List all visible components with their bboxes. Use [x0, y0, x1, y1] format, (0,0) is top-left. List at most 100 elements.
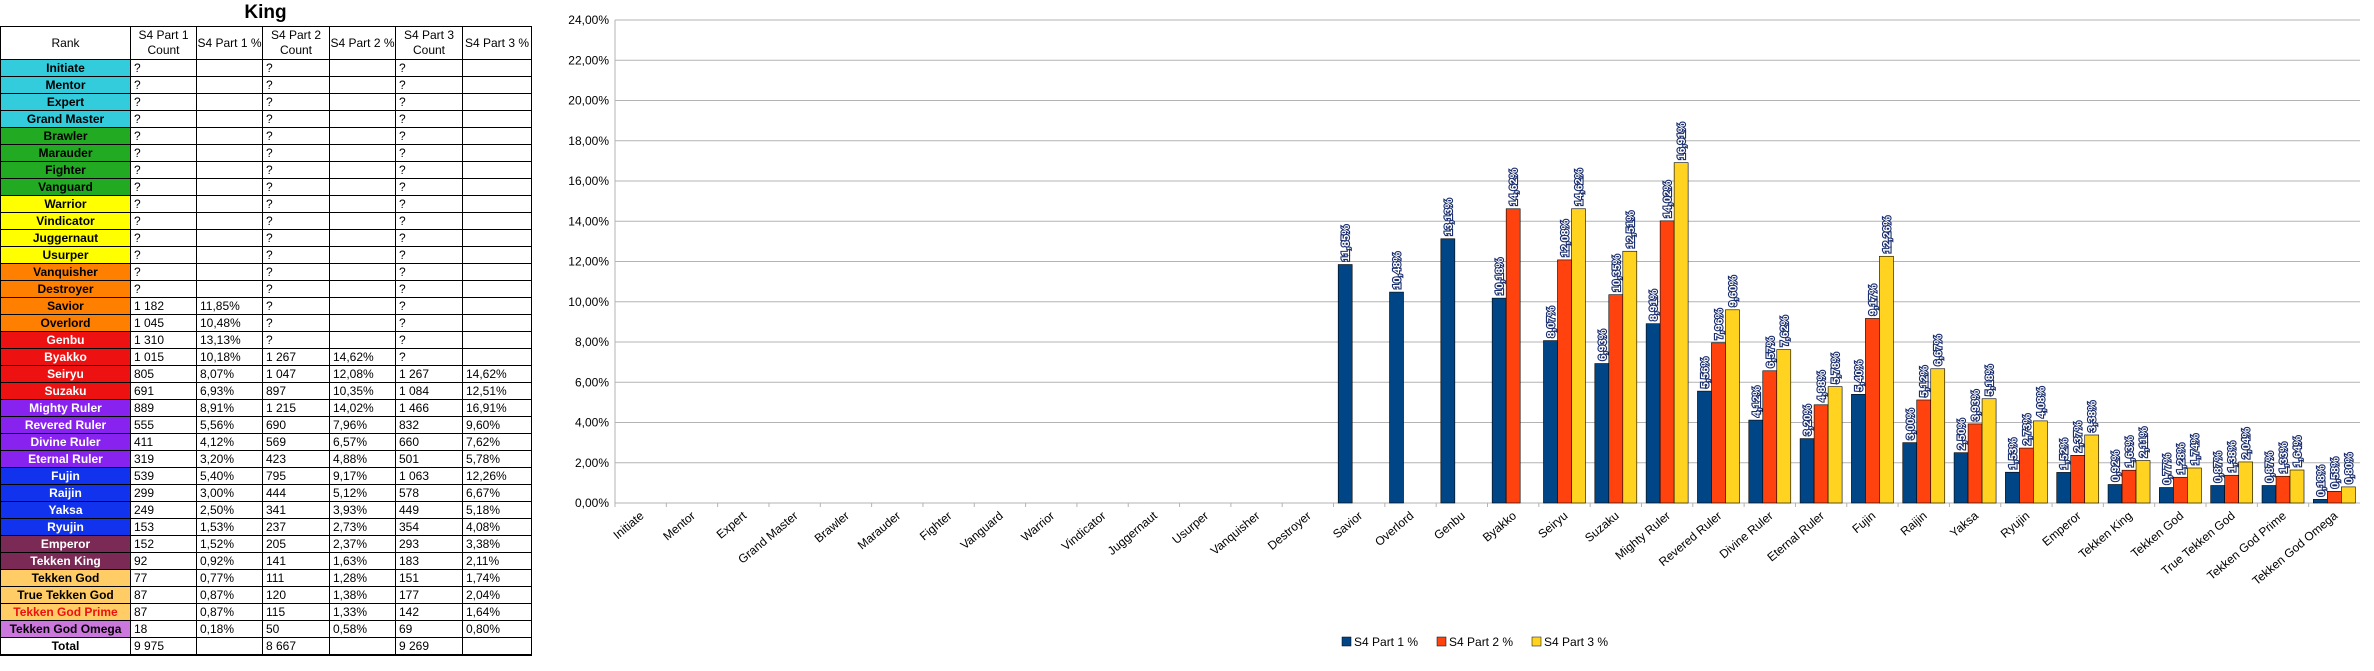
data-label: 12,08%	[1559, 219, 1571, 257]
y-tick-label: 0,00%	[575, 496, 609, 510]
bar	[1557, 259, 1572, 504]
p3-pct-cell	[462, 161, 532, 179]
x-tick-label: Emperor	[2039, 509, 2083, 549]
p1-count-cell: 1 310	[130, 331, 197, 349]
p2-count-cell: 690	[262, 416, 330, 434]
p3-count-cell: ?	[395, 331, 463, 349]
y-tick-label: 18,00%	[568, 134, 609, 148]
x-tick-label: Tekken God Omega	[2250, 508, 2341, 588]
bar	[2033, 420, 2048, 504]
header-rank: Rank	[0, 26, 131, 60]
table-row: Usurper???	[0, 246, 532, 264]
table-row: Raijin 299 3,00% 444 5,12% 578 6,67%	[0, 484, 532, 502]
p2-pct-cell	[329, 110, 396, 128]
p3-count-cell: 1 063	[395, 467, 463, 485]
table-row: True Tekken God 87 0,87% 120 1,38% 177 2,04%	[0, 586, 532, 604]
rank-cell: Tekken God Omega	[0, 620, 131, 638]
table-row: Genbu 1 310 13,13%??	[0, 331, 532, 349]
data-label: 13,13%	[1443, 198, 1455, 236]
table-total-row: Total 9 975 8 667 9 269	[0, 637, 532, 656]
bar	[1673, 162, 1689, 504]
y-tick-label: 10,00%	[568, 295, 609, 309]
p2-count-cell: ?	[262, 161, 330, 179]
p2-pct-cell	[329, 263, 396, 281]
table-row: Expert???	[0, 93, 532, 111]
p2-count-cell: 141	[262, 552, 330, 570]
table-row: Warrior???	[0, 195, 532, 213]
rank-cell: True Tekken God	[0, 586, 131, 604]
p1-count-cell: 87	[130, 586, 197, 604]
header-p2-pct: S4 Part 2 %	[329, 26, 396, 60]
data-label: 5,78%	[1830, 352, 1842, 383]
x-tick-label: Usurper	[1169, 509, 1211, 547]
header-p3-pct: S4 Part 3 %	[462, 26, 532, 60]
p1-count-cell: ?	[130, 93, 197, 111]
p2-count-cell: 115	[262, 603, 330, 621]
p3-count-cell: ?	[395, 348, 463, 366]
data-label: 0,92%	[2110, 450, 2122, 481]
p2-count-cell: ?	[262, 110, 330, 128]
p2-count-cell: ?	[262, 195, 330, 213]
p1-pct-cell: 0,87%	[196, 603, 263, 621]
x-tick-label: Byakko	[1480, 508, 1519, 544]
table-row: Overlord 1 045 10,48%??	[0, 314, 532, 332]
p1-count-cell: ?	[130, 212, 197, 230]
rank-distribution-chart: 0,00% 2,00% 4,00% 6,00% 8,00% 10,00% 12,00% 14,…	[555, 0, 2374, 666]
x-tick-label: Vanguard	[958, 509, 1006, 553]
p3-count-cell: ?	[395, 144, 463, 162]
p1-pct-cell: 3,00%	[196, 484, 263, 502]
p3-count-cell: ?	[395, 127, 463, 145]
p3-pct-cell: 5,18%	[462, 501, 532, 519]
p2-pct-cell	[329, 144, 396, 162]
p3-pct-cell	[462, 76, 532, 94]
p3-count-cell: 69	[395, 620, 463, 638]
p2-pct-cell: 1,28%	[329, 569, 396, 587]
p1-pct-cell: 13,13%	[196, 331, 263, 349]
p1-pct-cell	[196, 280, 263, 298]
bar	[1813, 404, 1829, 504]
p3-count-cell: ?	[395, 76, 463, 94]
p3-pct-cell	[462, 144, 532, 162]
total-p3-count: 9 269	[395, 637, 463, 656]
table-row: Mentor???	[0, 76, 532, 94]
p2-count-cell: ?	[262, 212, 330, 230]
p2-pct-cell	[329, 280, 396, 298]
p1-count-cell: ?	[130, 127, 197, 145]
data-label: 0,58%	[2329, 457, 2341, 488]
p2-pct-cell	[329, 246, 396, 264]
x-tick-label: Tekken King	[2076, 509, 2135, 562]
p1-pct-cell	[196, 110, 263, 128]
bar	[2289, 469, 2305, 504]
data-label: 14,62%	[1573, 168, 1585, 206]
rank-cell: Emperor	[0, 535, 131, 553]
x-tick-label: Marauder	[855, 509, 903, 553]
p3-count-cell: ?	[395, 178, 463, 196]
p2-count-cell: ?	[262, 280, 330, 298]
p1-pct-cell	[196, 76, 263, 94]
bar	[1827, 386, 1843, 504]
rank-cell: Byakko	[0, 348, 131, 366]
table-row: Tekken King 92 0,92% 141 1,63% 183 2,11%	[0, 552, 532, 570]
p2-pct-cell	[329, 76, 396, 94]
sheet-title: King	[244, 2, 287, 23]
header-p2-count: S4 Part 2 Count	[262, 26, 330, 60]
rank-cell: Divine Ruler	[0, 433, 131, 451]
data-label: 0,87%	[2213, 451, 2225, 482]
p1-count-cell: ?	[130, 229, 197, 247]
p3-count-cell: ?	[395, 59, 463, 77]
x-tick-label: Initiate	[611, 508, 647, 542]
rank-cell: Yaksa	[0, 501, 131, 519]
p3-pct-cell: 16,91%	[462, 399, 532, 417]
p1-pct-cell	[196, 144, 263, 162]
x-tick-label: Eternal Ruler	[1764, 509, 1827, 565]
p3-pct-cell	[462, 93, 532, 111]
p3-count-cell: 1 267	[395, 365, 463, 383]
table-row: Fighter???	[0, 161, 532, 179]
p1-count-cell: 92	[130, 552, 197, 570]
data-label: 2,73%	[2021, 414, 2033, 445]
x-tick-label: Overlord	[1372, 509, 1416, 549]
table-row: Initiate???	[0, 59, 532, 77]
p3-pct-cell	[462, 59, 532, 77]
p2-pct-cell: 1,63%	[329, 552, 396, 570]
p3-pct-cell: 12,51%	[462, 382, 532, 400]
